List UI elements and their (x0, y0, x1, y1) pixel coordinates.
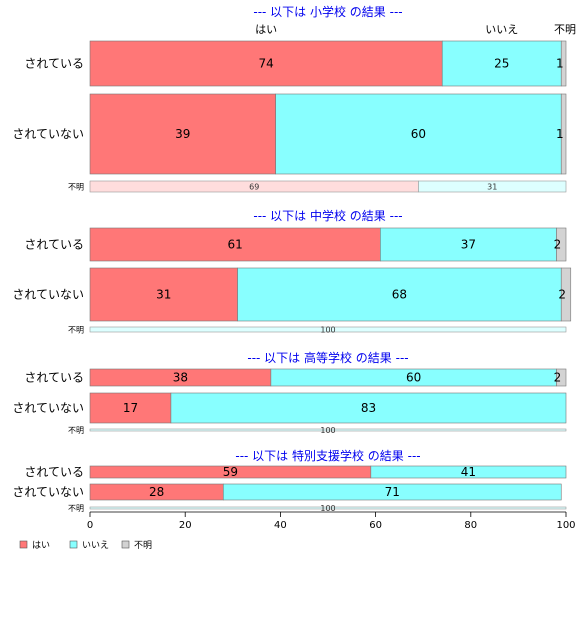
data-label-small: 100 (320, 426, 335, 435)
row-label: されている (24, 57, 84, 71)
row-label-unknown: 不明 (68, 326, 84, 335)
data-label: 59 (223, 465, 238, 479)
bar-segment (89, 40, 443, 87)
bar-segment (222, 483, 562, 501)
top-category-label: はい (255, 23, 277, 36)
bar-segment-unknown-row (89, 326, 567, 333)
section-title: --- 以下は 高等学校 の結果 --- (247, 350, 408, 365)
bar-segment (560, 40, 567, 87)
row-label: されていない (12, 401, 84, 415)
bar-segment-unknown-row (89, 506, 567, 510)
data-label: 2 (554, 238, 562, 252)
bar-segment (441, 40, 562, 87)
row-label-unknown: 不明 (68, 504, 84, 513)
bar-segment-unknown-row (89, 428, 567, 432)
row-label: されている (24, 371, 84, 385)
data-label: 1 (556, 127, 564, 141)
x-tick-label: 0 (87, 520, 93, 531)
row-label: されていない (12, 288, 84, 302)
row-label: されている (24, 238, 84, 252)
data-label-small: 100 (320, 326, 335, 335)
bar-segment (370, 465, 567, 479)
data-label-small: 31 (487, 183, 497, 192)
bar-segment (237, 267, 562, 322)
data-label: 39 (175, 127, 190, 141)
data-label-small: 100 (320, 504, 335, 513)
bar-segment (170, 392, 567, 424)
x-tick-label: 40 (274, 520, 287, 531)
data-label: 17 (123, 401, 138, 415)
legend-swatch (69, 540, 78, 549)
bar-segment (556, 368, 567, 387)
data-label: 60 (406, 371, 421, 385)
section-title: --- 以下は 小学校 の結果 --- (253, 4, 402, 19)
x-tick-label: 100 (556, 520, 575, 531)
bar-segment (560, 93, 567, 175)
legend-label: いいえ (82, 540, 109, 551)
data-label: 83 (361, 401, 376, 415)
data-label: 1 (556, 57, 564, 71)
data-label: 41 (461, 465, 476, 479)
bar-segment (275, 93, 562, 175)
bar-segment (89, 392, 172, 424)
data-label: 2 (554, 371, 562, 385)
legend-label: 不明 (134, 540, 152, 551)
data-label-small: 69 (249, 183, 259, 192)
top-category-label: 不明 (554, 23, 576, 36)
row-label-unknown: 不明 (68, 426, 84, 435)
data-label: 25 (494, 57, 509, 71)
section-title: --- 以下は 特別支援学校 の結果 --- (235, 448, 420, 463)
data-label: 38 (173, 371, 188, 385)
bar-segment (560, 267, 572, 322)
data-label: 71 (385, 485, 400, 499)
bar-segment (89, 227, 381, 262)
row-label-unknown: 不明 (68, 183, 84, 192)
row-label: されていない (12, 127, 84, 141)
bar-segment-unknown-row (418, 180, 567, 193)
data-label: 68 (392, 288, 407, 302)
row-label: されている (24, 465, 84, 479)
bar-segment (380, 227, 557, 262)
section-title: --- 以下は 中学校 の結果 --- (253, 208, 402, 223)
legend-label: はい (32, 540, 50, 551)
data-label: 28 (149, 485, 164, 499)
bar-segment (556, 227, 567, 262)
data-label: 37 (461, 238, 476, 252)
legend-swatch (19, 540, 28, 549)
row-label: されていない (12, 485, 84, 499)
data-label: 74 (258, 57, 273, 71)
data-label: 61 (228, 238, 243, 252)
x-tick-label: 20 (179, 520, 192, 531)
top-category-label: いいえ (485, 23, 518, 36)
data-label: 31 (156, 288, 171, 302)
data-label: 60 (411, 127, 426, 141)
x-tick-label: 80 (464, 520, 477, 531)
legend-swatch (121, 540, 130, 549)
data-label: 2 (558, 288, 566, 302)
x-tick-label: 60 (369, 520, 382, 531)
